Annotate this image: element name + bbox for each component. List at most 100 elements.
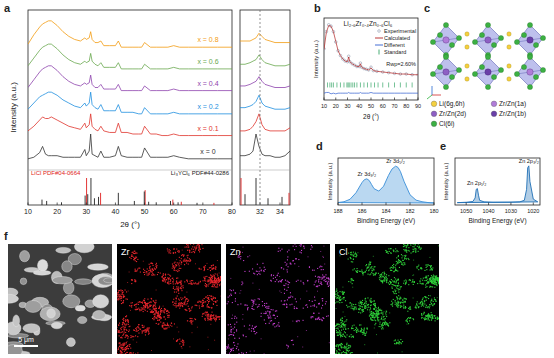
eds-dot	[286, 265, 287, 266]
eds-dot	[176, 288, 177, 289]
eds-dot	[154, 305, 155, 306]
plot-group	[8, 244, 112, 354]
eds-dot	[208, 281, 209, 282]
eds-dot	[319, 319, 320, 320]
eds-dot	[197, 244, 198, 245]
eds-dot	[143, 300, 144, 301]
eds-dot	[123, 300, 124, 301]
eds-dot	[304, 248, 305, 249]
eds-dot	[198, 250, 199, 251]
particle	[20, 251, 30, 262]
eds-dot	[319, 285, 320, 286]
eds-dot	[137, 326, 138, 327]
eds-dot	[178, 289, 179, 290]
eds-dot	[323, 277, 324, 278]
eds-dot	[122, 337, 123, 338]
eds-dot	[182, 340, 183, 341]
eds-dot	[119, 335, 120, 336]
eds-dot	[173, 299, 174, 300]
ref-stick	[256, 178, 257, 205]
tick-label: 188	[333, 208, 342, 214]
eds-dot	[140, 272, 141, 273]
eds-dot	[181, 283, 182, 284]
eds-dot	[177, 278, 178, 279]
eds-dot	[207, 305, 208, 306]
eds-dot	[153, 274, 154, 275]
bragg-tick	[331, 82, 332, 87]
eds-dot	[210, 318, 211, 319]
eds-dot	[146, 303, 147, 304]
eds-dot	[164, 313, 165, 314]
cl-atom	[456, 35, 461, 40]
eds-dot	[211, 276, 212, 277]
eds-dot	[194, 251, 195, 252]
eds-dot	[300, 252, 301, 253]
cl-atom	[521, 32, 526, 37]
eds-dot	[268, 317, 269, 318]
eds-dot	[123, 318, 124, 319]
eds-dot	[322, 305, 323, 306]
eds-dot	[128, 336, 129, 337]
eds-dot	[151, 298, 152, 299]
eds-dot	[210, 279, 211, 280]
eds-dot	[119, 353, 120, 354]
eds-dot	[217, 281, 218, 282]
eds-dot	[149, 327, 150, 328]
eds-dot	[132, 353, 133, 354]
eds-dot	[273, 278, 274, 279]
eds-dot	[126, 324, 127, 325]
eds-dot	[322, 298, 323, 299]
eds-dot	[158, 312, 159, 313]
eds-dot	[147, 330, 148, 331]
eds-dot	[155, 314, 156, 315]
eds-dot	[117, 353, 118, 354]
eds-dot	[178, 306, 179, 307]
eds-dot	[131, 306, 132, 307]
eds-dot	[199, 246, 200, 247]
eds-dot	[148, 274, 149, 275]
eds-dot	[213, 314, 214, 315]
eds-dot	[213, 268, 214, 269]
eds-dot	[184, 264, 185, 265]
eds-dot	[173, 252, 174, 253]
bragg-tick	[371, 82, 372, 87]
eds-dot	[320, 266, 321, 267]
eds-dot	[242, 281, 243, 282]
eds-dot	[303, 308, 304, 309]
frame	[324, 18, 418, 100]
legend-swatch	[431, 101, 437, 107]
eds-dot	[138, 330, 139, 331]
eds-dot	[180, 284, 181, 285]
eds-dot	[310, 249, 311, 250]
eds-dot	[301, 252, 302, 253]
eds-dot	[215, 282, 216, 283]
eds-dot	[293, 344, 294, 345]
eds-dot	[165, 328, 166, 329]
eds-dot	[209, 307, 210, 308]
eds-dot	[154, 310, 155, 311]
eds-dot	[175, 303, 176, 304]
eds-dot	[213, 268, 214, 269]
eds-dot	[131, 283, 132, 284]
tick-label: 30	[344, 103, 350, 109]
eds-dot	[120, 296, 121, 297]
eds-dot	[210, 270, 211, 271]
eds-dot	[156, 266, 157, 267]
eds-dot	[253, 328, 254, 329]
eds-dot	[127, 321, 128, 322]
eds-dot	[257, 264, 258, 265]
eds-dot	[230, 351, 231, 352]
eds-dot	[295, 258, 296, 259]
series-label: x = 0.1	[197, 125, 218, 132]
tick	[394, 98, 395, 101]
eds-dot	[144, 300, 145, 301]
eds-dot	[195, 319, 196, 320]
ref-stick	[86, 178, 87, 205]
eds-dot	[137, 352, 138, 353]
eds-dot	[185, 260, 186, 261]
eds-dot	[212, 278, 213, 279]
eds-dot	[133, 336, 134, 337]
eds-dot	[176, 278, 177, 279]
eds-dot	[264, 271, 265, 272]
eds-dot	[169, 312, 170, 313]
